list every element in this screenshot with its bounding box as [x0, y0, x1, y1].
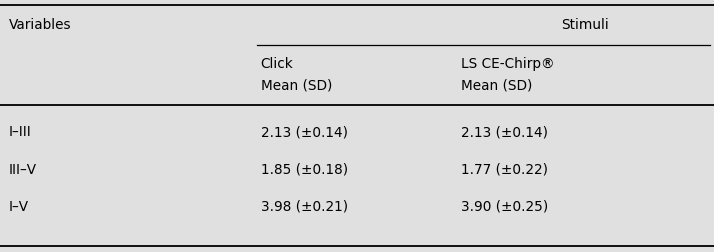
- Text: Stimuli: Stimuli: [562, 18, 609, 32]
- Text: Mean (SD): Mean (SD): [261, 78, 332, 92]
- Text: LS CE-Chirp®: LS CE-Chirp®: [461, 56, 554, 71]
- Text: Click: Click: [261, 56, 293, 71]
- Text: 1.77 (±0.22): 1.77 (±0.22): [461, 162, 548, 176]
- Text: 3.90 (±0.25): 3.90 (±0.25): [461, 199, 548, 213]
- Text: Variables: Variables: [9, 18, 71, 32]
- Text: Mean (SD): Mean (SD): [461, 78, 532, 92]
- Text: I–V: I–V: [9, 199, 29, 213]
- Text: III–V: III–V: [9, 162, 36, 176]
- Text: I–III: I–III: [9, 124, 31, 139]
- Text: 3.98 (±0.21): 3.98 (±0.21): [261, 199, 348, 213]
- Text: 1.85 (±0.18): 1.85 (±0.18): [261, 162, 348, 176]
- Text: 2.13 (±0.14): 2.13 (±0.14): [261, 124, 348, 139]
- Text: 2.13 (±0.14): 2.13 (±0.14): [461, 124, 548, 139]
